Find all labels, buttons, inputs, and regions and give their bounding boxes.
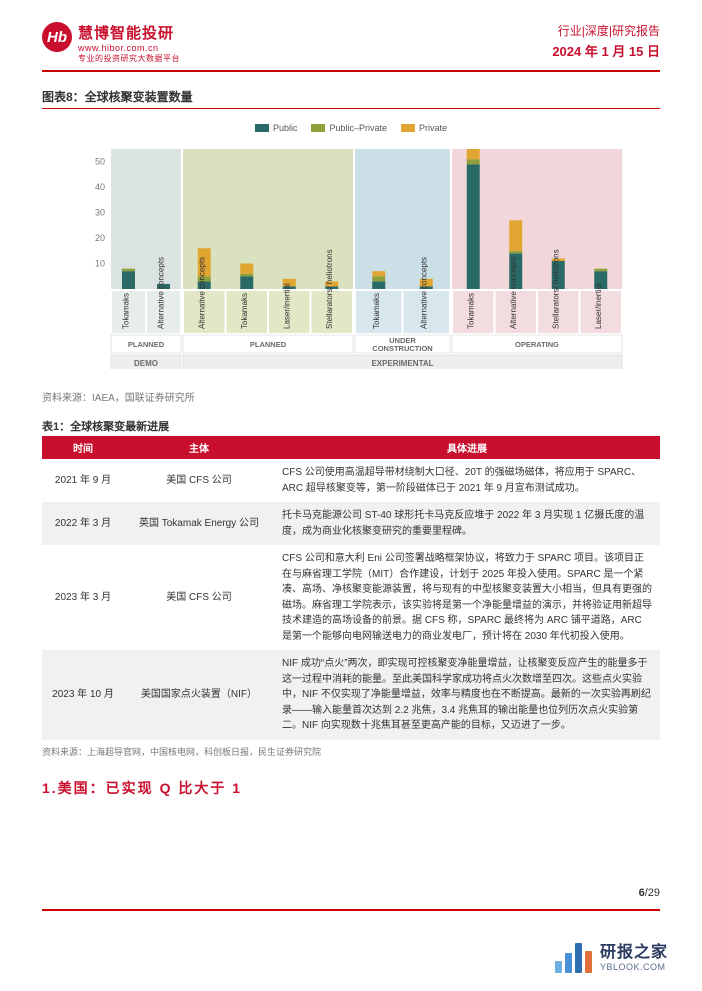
footer-rule	[42, 909, 660, 911]
logo-icon: Hb	[42, 22, 72, 52]
chart-container: Public Public–Private Private 10 20 30 40 50 To…	[42, 119, 660, 377]
report-date: 2024 年 1 月 15 日	[552, 41, 660, 60]
table-title: 表1：全球核聚变最新进展	[42, 418, 660, 434]
table-cell: 2021 年 9 月	[42, 459, 124, 502]
progress-table: 时间主体具体进展 2021 年 9 月美国 CFS 公司CFS 公司使用高温超导…	[42, 436, 660, 740]
legend-item: Public–Private	[311, 123, 387, 133]
brand-footer: 研报之家 YBLOOK.COM	[555, 943, 668, 973]
svg-text:DEMO: DEMO	[134, 359, 158, 368]
table-row: 2023 年 3 月美国 CFS 公司CFS 公司和意大利 Eni 公司签署战略…	[42, 545, 660, 650]
svg-text:10: 10	[95, 259, 105, 269]
svg-text:PLANNED: PLANNED	[128, 340, 165, 349]
page-header: Hb 慧博智能投研 www.hibor.com.cn 专业的投资研究大数据平台 …	[42, 22, 660, 72]
section-heading: 1.美国：已实现 Q 比大于 1	[42, 778, 660, 798]
svg-text:Alternative concepts: Alternative concepts	[197, 257, 206, 329]
figure-source: 资料来源：IAEA，国联证券研究所	[42, 389, 660, 404]
figure-title: 图表8：全球核聚变装置数量	[42, 88, 660, 109]
svg-text:CONSTRUCTION: CONSTRUCTION	[372, 344, 432, 353]
table-cell: CFS 公司使用高温超导带材绕制大口径、20T 的强磁场磁体，将应用于 SPAR…	[274, 459, 660, 502]
svg-text:Stellarators/ heliotrons: Stellarators/ heliotrons	[551, 249, 560, 329]
table-cell: 2022 年 3 月	[42, 502, 124, 545]
table-cell: 2023 年 3 月	[42, 545, 124, 650]
table-cell: 英国 Tokamak Energy 公司	[124, 502, 274, 545]
svg-text:PLANNED: PLANNED	[250, 340, 287, 349]
table-row: 2021 年 9 月美国 CFS 公司CFS 公司使用高温超导带材绕制大口径、2…	[42, 459, 660, 502]
table-cell: 托卡马克能源公司 ST-40 球形托卡马克反应堆于 2022 年 3 月实现 1…	[274, 502, 660, 545]
svg-text:50: 50	[95, 157, 105, 167]
logo-subtitle: 专业的投资研究大数据平台	[78, 53, 180, 64]
svg-text:30: 30	[95, 208, 105, 218]
table-row: 2022 年 3 月英国 Tokamak Energy 公司托卡马克能源公司 S…	[42, 502, 660, 545]
svg-text:Stellarators/ heliotrons: Stellarators/ heliotrons	[325, 249, 334, 329]
table-row: 2023 年 10 月美国国家点火装置（NIF）NIF 成功“点火”两次，即实现…	[42, 650, 660, 740]
svg-text:Tokamaks: Tokamaks	[466, 293, 475, 329]
legend-item: Private	[401, 123, 447, 133]
table-cell: 美国 CFS 公司	[124, 545, 274, 650]
chart-svg: 10 20 30 40 50 Tokamaks Alternative concepts PL…	[71, 139, 631, 369]
svg-text:Tokamaks: Tokamaks	[240, 293, 249, 329]
table-header: 具体进展	[274, 436, 660, 459]
table-cell: 美国 CFS 公司	[124, 459, 274, 502]
svg-text:Alternative concepts: Alternative concepts	[509, 257, 518, 329]
report-category: 行业|深度|研究报告	[552, 22, 660, 39]
logo-url: www.hibor.com.cn	[78, 43, 180, 53]
table-cell: NIF 成功“点火”两次，即实现可控核聚变净能量增益，让核聚变反应产生的能量多于…	[274, 650, 660, 740]
table-header: 时间	[42, 436, 124, 459]
logo-title: 慧博智能投研	[78, 22, 180, 43]
table-cell: 美国国家点火装置（NIF）	[124, 650, 274, 740]
svg-text:Alternative concepts: Alternative concepts	[419, 257, 428, 329]
svg-text:Laser/inertial: Laser/inertial	[282, 283, 291, 329]
table-source: 资料来源：上海超导官网，中国核电网，科创板日报，民生证券研究院	[42, 745, 660, 758]
brand-url: YBLOOK.COM	[600, 962, 668, 973]
brand-title: 研报之家	[600, 943, 668, 962]
svg-text:OPERATING: OPERATING	[515, 340, 559, 349]
logo-area: Hb 慧博智能投研 www.hibor.com.cn 专业的投资研究大数据平台	[42, 22, 180, 64]
chart-legend: Public Public–Private Private	[42, 123, 660, 133]
svg-text:Tokamaks: Tokamaks	[122, 293, 131, 329]
svg-text:Alternative concepts: Alternative concepts	[157, 257, 166, 329]
page-number: 6/29	[639, 887, 660, 899]
brand-bars-icon	[555, 943, 592, 973]
svg-text:EXPERIMENTAL: EXPERIMENTAL	[371, 359, 433, 368]
table-cell: 2023 年 10 月	[42, 650, 124, 740]
table-cell: CFS 公司和意大利 Eni 公司签署战略框架协议，将致力于 SPARC 项目。…	[274, 545, 660, 650]
svg-text:Tokamaks: Tokamaks	[372, 293, 381, 329]
svg-text:40: 40	[95, 182, 105, 192]
legend-item: Public	[255, 123, 298, 133]
svg-text:20: 20	[95, 233, 105, 243]
table-header: 主体	[124, 436, 274, 459]
svg-text:Laser/inertial: Laser/inertial	[594, 283, 603, 329]
